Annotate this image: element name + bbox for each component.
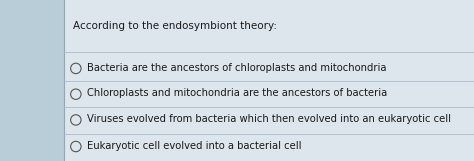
Text: According to the endosymbiont theory:: According to the endosymbiont theory: bbox=[73, 21, 277, 31]
Text: Bacteria are the ancestors of chloroplasts and mitochondria: Bacteria are the ancestors of chloroplas… bbox=[87, 63, 386, 73]
Text: Chloroplasts and mitochondria are the ancestors of bacteria: Chloroplasts and mitochondria are the an… bbox=[87, 88, 387, 98]
Text: Viruses evolved from bacteria which then evolved into an eukaryotic cell: Viruses evolved from bacteria which then… bbox=[87, 114, 451, 124]
Text: Eukaryotic cell evolved into a bacterial cell: Eukaryotic cell evolved into a bacterial… bbox=[87, 141, 301, 151]
